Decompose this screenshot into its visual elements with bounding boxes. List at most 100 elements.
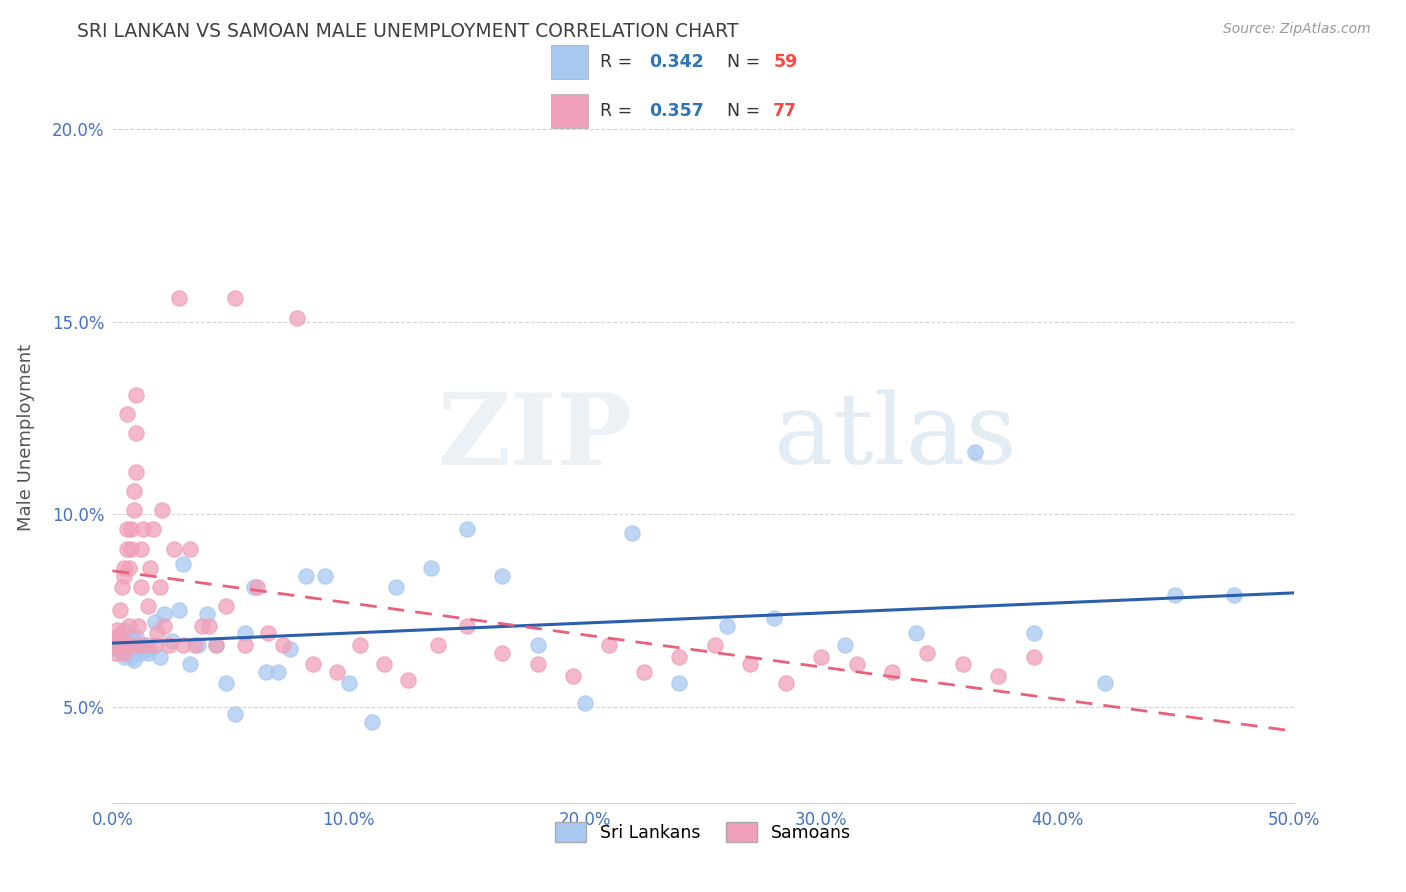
Point [172, 557, 194, 571]
Point [127, 641, 149, 656]
Point [122, 483, 145, 498]
Point [740, 657, 762, 672]
Point [120, 541, 142, 556]
Text: N =: N = [727, 53, 766, 70]
Point [361, 714, 384, 729]
Point [427, 638, 450, 652]
Point [456, 523, 478, 537]
Point [987, 669, 1010, 683]
Point [205, 638, 228, 652]
Point [254, 665, 277, 679]
Legend: Sri Lankans, Samoans: Sri Lankans, Samoans [547, 815, 859, 849]
Point [132, 638, 155, 652]
Point [491, 646, 513, 660]
Point [633, 665, 655, 679]
Text: atlas: atlas [773, 389, 1017, 485]
Point [120, 523, 142, 537]
Point [127, 638, 149, 652]
Point [526, 638, 548, 652]
Point [621, 526, 644, 541]
Point [143, 615, 166, 629]
Point [762, 611, 785, 625]
Point [129, 541, 152, 556]
Point [224, 707, 246, 722]
Point [143, 638, 166, 652]
Point [668, 676, 690, 690]
Point [224, 292, 246, 306]
Point [125, 638, 148, 652]
Point [233, 626, 256, 640]
Point [179, 657, 201, 672]
Point [105, 630, 128, 644]
Point [302, 657, 325, 672]
Point [153, 618, 176, 632]
Point [775, 676, 797, 690]
Point [163, 541, 186, 556]
Point [129, 646, 152, 660]
Point [167, 603, 190, 617]
Point [125, 465, 148, 479]
Point [845, 657, 868, 672]
Text: ZIP: ZIP [437, 389, 633, 485]
Point [111, 626, 134, 640]
Point [963, 445, 986, 459]
Point [122, 634, 145, 648]
Text: SRI LANKAN VS SAMOAN MALE UNEMPLOYMENT CORRELATION CHART: SRI LANKAN VS SAMOAN MALE UNEMPLOYMENT C… [77, 22, 738, 41]
Point [167, 292, 190, 306]
Point [195, 607, 218, 622]
Point [337, 676, 360, 690]
Text: R =: R = [600, 102, 638, 120]
Point [118, 618, 141, 632]
Point [129, 580, 152, 594]
Point [122, 503, 145, 517]
Point [118, 638, 141, 652]
Point [157, 638, 180, 652]
Point [271, 638, 294, 652]
Point [150, 503, 173, 517]
Point [245, 580, 267, 594]
Point [904, 626, 927, 640]
Point [285, 310, 308, 325]
Point [104, 638, 127, 652]
Point [115, 541, 138, 556]
Point [112, 649, 135, 664]
Point [396, 673, 419, 687]
Point [111, 646, 134, 660]
Text: 0.357: 0.357 [650, 102, 704, 120]
Point [1022, 626, 1045, 640]
Text: 0.342: 0.342 [650, 53, 704, 70]
Point [1164, 588, 1187, 602]
Point [420, 561, 443, 575]
Point [125, 630, 148, 644]
Point [136, 646, 159, 660]
Point [108, 634, 131, 648]
Point [184, 638, 207, 652]
Point [215, 676, 238, 690]
Point [668, 649, 690, 664]
Point [112, 561, 135, 575]
Point [574, 696, 596, 710]
Point [703, 638, 725, 652]
Point [880, 665, 903, 679]
Point [135, 641, 157, 656]
Point [127, 618, 149, 632]
Point [146, 626, 169, 640]
Point [917, 646, 939, 660]
Point [834, 638, 856, 652]
Point [1094, 676, 1116, 690]
Point [598, 638, 620, 652]
Point [115, 646, 138, 660]
Point [1223, 588, 1246, 602]
Text: 59: 59 [773, 53, 797, 70]
Point [120, 649, 142, 664]
Bar [551, 95, 588, 128]
Point [125, 426, 148, 441]
Point [186, 638, 208, 652]
Point [111, 580, 134, 594]
Point [179, 541, 201, 556]
Point [349, 638, 371, 652]
Point [160, 634, 183, 648]
Point [108, 603, 131, 617]
Point [326, 665, 349, 679]
Point [716, 618, 738, 632]
